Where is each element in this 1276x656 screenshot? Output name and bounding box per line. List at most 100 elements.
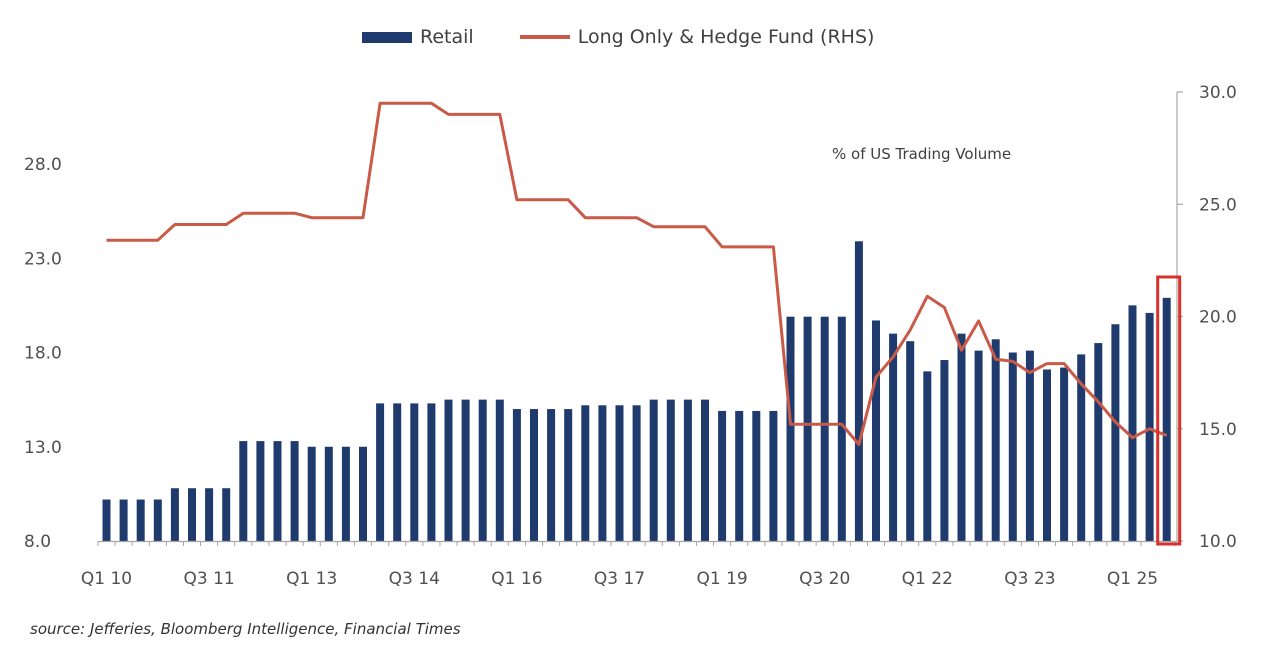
bar [324,446,333,541]
bar [530,409,538,541]
line-swatch-icon [519,35,570,39]
bar [735,410,744,541]
bar [837,316,846,541]
left-tick-label: 28.0 [24,155,62,175]
chart-annotation: % of US Trading Volume [832,145,1012,163]
left-tick-label: 18.0 [24,344,62,364]
bar [153,499,162,541]
line-path [106,101,1168,446]
bar [478,399,487,541]
bar [803,316,812,541]
bar [1111,324,1120,541]
right-tick-label: 20.0 [1199,308,1237,328]
x-tick-label: Q1 25 [1107,569,1158,589]
bar [923,371,932,541]
bar [188,488,196,541]
bar [461,399,470,541]
bar [683,399,692,541]
bar [1094,343,1103,541]
bar [205,488,214,541]
bar [547,409,556,541]
bar [564,409,573,541]
legend-label-long-only: Long Only & Hedge Fund (RHS) [577,26,875,48]
bar [718,410,727,541]
x-tick-label: Q3 20 [799,569,850,589]
bar [854,241,863,541]
x-tick-label: Q3 17 [594,569,645,589]
x-tick-label: Q1 10 [81,569,132,589]
bar [752,410,761,541]
bar [256,441,265,541]
legend-item-long-only: Long Only & Hedge Fund (RHS) [519,26,875,48]
x-tick-label: Q1 13 [286,569,337,589]
left-axis-ticks: 8.0 13.0 18.0 23.0 28.0 [24,155,62,552]
legend-item-retail: Retail [362,26,474,48]
bar [974,350,983,541]
x-tick-label: Q1 22 [902,569,953,589]
bar [615,405,624,541]
latest-quarter-highlight-box [1156,275,1182,546]
left-tick-label: 13.0 [24,438,62,458]
bar [376,403,385,541]
bar [957,333,966,541]
x-axis: Q1 10 Q3 11 Q1 13 Q3 14 Q1 16 Q3 17 Q1 19 Q3 20… [81,540,1177,589]
x-tick-label: Q3 23 [1004,569,1055,589]
right-tick-label: 15.0 [1199,420,1237,440]
bar [1162,297,1171,541]
bar [359,446,367,541]
legend-label-retail: Retail [420,26,474,48]
bar [341,446,350,541]
x-tick-label: Q1 16 [491,569,542,589]
bar [307,446,316,541]
right-axis: 10.0 15.0 20.0 25.0 30.0 [1176,83,1237,552]
bar [170,488,179,541]
bar [940,360,949,541]
bar [512,409,521,541]
bar [598,405,607,541]
bar [427,403,436,541]
x-tick-label: Q1 19 [696,569,747,589]
bar [102,499,111,541]
bar [769,410,778,541]
right-tick-label: 25.0 [1199,195,1237,215]
bar [495,399,504,541]
bar [1008,352,1017,541]
bar [136,499,145,541]
x-tick-label: Q3 14 [389,569,440,589]
source-note: source: Jefferies, Bloomberg Intelligenc… [30,620,461,638]
bar [1043,369,1051,541]
bar [1025,350,1034,541]
retail-swatch-icon [362,31,412,43]
left-tick-label: 23.0 [24,249,62,269]
legend: Retail Long Only & Hedge Fund (RHS) [362,26,920,48]
bar [786,316,795,541]
bar [273,441,282,541]
bar [701,399,709,541]
retail-bars [102,241,1171,541]
left-tick-label: 8.0 [24,532,51,552]
x-tick-label: Q3 11 [183,569,234,589]
bar [666,399,675,541]
bar [222,488,231,541]
bar [872,320,880,541]
bar [239,441,248,541]
bar [889,333,898,541]
bar [632,405,641,541]
bar [1060,367,1069,541]
long-only-hedge-fund-line [106,101,1168,446]
bar [444,399,453,541]
bar [906,341,915,541]
bar [649,399,658,541]
bar [290,441,299,541]
bar [581,405,590,541]
bar [1128,305,1137,541]
bar [1077,354,1086,541]
bar [119,499,128,541]
right-tick-label: 30.0 [1199,83,1237,103]
bar [1145,312,1154,541]
bar [410,403,419,541]
bar [991,339,1000,541]
bar [820,316,829,541]
right-tick-label: 10.0 [1199,532,1237,552]
